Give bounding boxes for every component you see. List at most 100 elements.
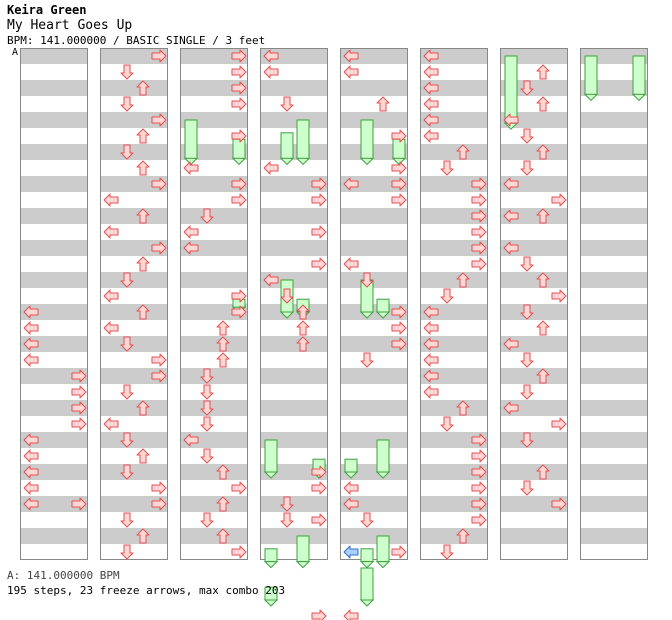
measure-stripe — [420, 544, 488, 560]
measure-stripe — [100, 64, 168, 80]
measure-stripe — [340, 368, 408, 384]
right-arrow — [471, 481, 487, 495]
measure-stripe — [420, 400, 488, 416]
freeze-arrow — [296, 535, 310, 563]
left-arrow — [503, 177, 519, 191]
freeze-arrow — [376, 439, 390, 473]
left-arrow — [503, 401, 519, 415]
measure-stripe — [100, 480, 168, 496]
measure-stripe — [340, 336, 408, 352]
measure-stripe — [180, 80, 248, 96]
measure-stripe — [580, 368, 648, 384]
measure-stripe — [500, 464, 568, 480]
right-arrow — [151, 177, 167, 191]
up-arrow — [456, 272, 470, 288]
up-arrow — [296, 336, 310, 352]
up-arrow — [136, 208, 150, 224]
measure-stripe — [20, 544, 88, 560]
freeze-arrow — [296, 119, 310, 159]
down-arrow — [200, 368, 214, 384]
left-arrow — [23, 433, 39, 447]
measure-stripe — [580, 272, 648, 288]
measure-stripe — [100, 224, 168, 240]
measure-stripe — [500, 496, 568, 512]
measure-stripe — [20, 416, 88, 432]
right-arrow — [231, 305, 247, 319]
right-arrow — [231, 49, 247, 63]
measure-stripe — [260, 368, 328, 384]
left-arrow — [423, 369, 439, 383]
measure-stripe — [100, 48, 168, 64]
right-arrow — [391, 305, 407, 319]
measure-stripe — [580, 304, 648, 320]
right-arrow — [391, 161, 407, 175]
right-arrow — [231, 481, 247, 495]
measure-stripe — [500, 176, 568, 192]
measure-stripe — [20, 400, 88, 416]
left-arrow — [343, 481, 359, 495]
left-arrow — [423, 81, 439, 95]
measure-stripe — [20, 432, 88, 448]
measure-stripe — [20, 48, 88, 64]
left-arrow — [23, 449, 39, 463]
measure-stripe — [100, 432, 168, 448]
freeze-tail — [375, 561, 391, 569]
measure-stripe — [340, 64, 408, 80]
measure-stripe — [500, 384, 568, 400]
measure-stripe — [100, 400, 168, 416]
left-arrow — [23, 353, 39, 367]
left-arrow — [263, 161, 279, 175]
left-arrow — [503, 113, 519, 127]
measure-stripe — [100, 272, 168, 288]
measure-stripe — [20, 192, 88, 208]
measure-stripe — [20, 112, 88, 128]
measure-stripe — [340, 112, 408, 128]
freeze-arrow — [584, 55, 598, 95]
freeze-tail — [279, 157, 295, 166]
left-arrow — [263, 273, 279, 287]
measure-stripe — [340, 224, 408, 240]
measure-stripe — [100, 512, 168, 528]
left-arrow — [423, 49, 439, 63]
left-arrow — [503, 337, 519, 351]
measure-stripe — [100, 448, 168, 464]
up-arrow — [456, 400, 470, 416]
measure-stripe — [500, 432, 568, 448]
measure-stripe — [260, 320, 328, 336]
measure-stripe — [180, 240, 248, 256]
left-arrow — [23, 465, 39, 479]
right-arrow — [151, 49, 167, 63]
right-arrow — [551, 417, 567, 431]
measure-stripe — [580, 384, 648, 400]
measure-stripe — [20, 80, 88, 96]
left-arrow — [423, 337, 439, 351]
measure-stripe — [580, 400, 648, 416]
measure-stripe — [180, 64, 248, 80]
measure-stripe — [100, 240, 168, 256]
measure-stripe — [420, 128, 488, 144]
measure-stripe — [580, 352, 648, 368]
measure-stripe — [180, 464, 248, 480]
right-arrow — [391, 321, 407, 335]
measure-stripe — [20, 384, 88, 400]
freeze-arrow — [504, 55, 518, 124]
measure-stripe — [100, 320, 168, 336]
left-arrow — [423, 65, 439, 79]
right-arrow — [71, 369, 87, 383]
measure-stripe — [260, 240, 328, 256]
down-arrow — [520, 128, 534, 144]
left-arrow — [423, 321, 439, 335]
down-arrow — [360, 352, 374, 368]
left-arrow — [23, 481, 39, 495]
freeze-tail — [343, 471, 359, 479]
freeze-tail — [359, 311, 375, 319]
right-arrow — [231, 129, 247, 143]
measure-stripe — [100, 336, 168, 352]
down-arrow — [120, 432, 134, 448]
measure-stripe — [580, 192, 648, 208]
measure-stripe — [420, 192, 488, 208]
measure-stripe — [180, 320, 248, 336]
left-arrow — [343, 609, 359, 620]
up-arrow — [216, 320, 230, 336]
measure-stripe — [420, 304, 488, 320]
